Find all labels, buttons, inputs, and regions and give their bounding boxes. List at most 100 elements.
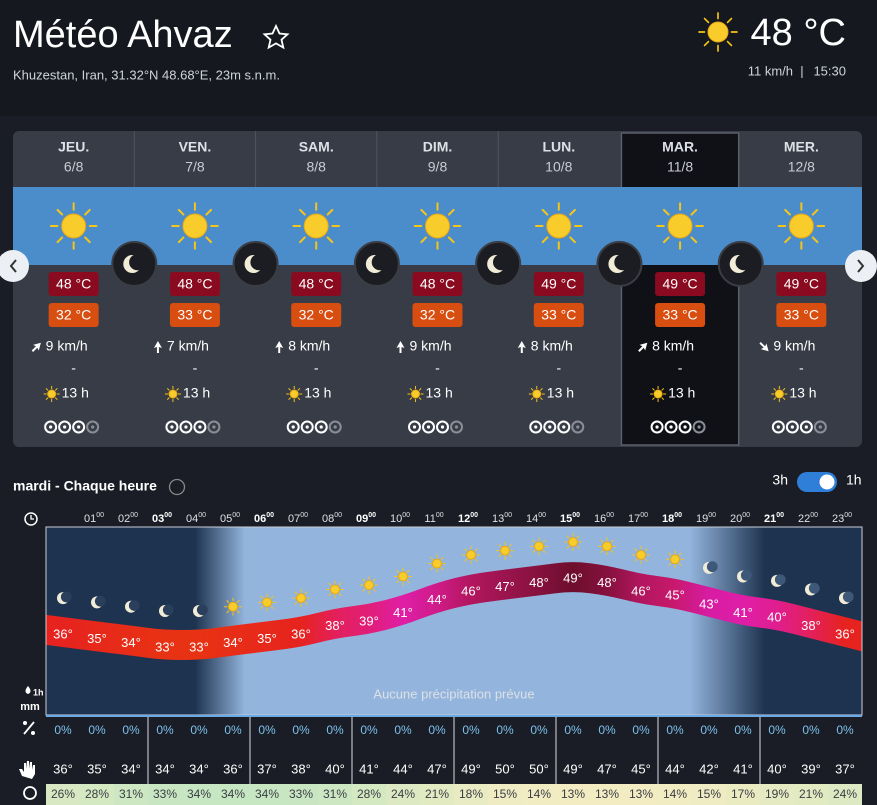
sun-disc (168, 389, 178, 399)
hand-icon (19, 761, 35, 779)
toggle-3h[interactable]: 3h (772, 472, 788, 488)
hour-temp: 45° (665, 588, 685, 603)
humidity: 13% (629, 787, 653, 801)
sun-ray (773, 397, 777, 400)
precip-prob: 0% (564, 723, 582, 737)
sun-ray (644, 558, 648, 562)
hour-temp: 43° (699, 596, 719, 611)
predictability-dot (669, 425, 673, 429)
toggle-1h[interactable]: 1h (846, 472, 862, 488)
hour-label: 1900 (696, 512, 716, 525)
humidity: 21% (425, 787, 449, 801)
favorite-star[interactable] (262, 23, 290, 50)
precip-prob: 0% (836, 723, 854, 737)
hour-sun (359, 576, 379, 595)
temperature-band (46, 562, 862, 660)
min-badge (169, 303, 220, 327)
arrow-shape (275, 341, 284, 353)
wind-arrow (31, 342, 41, 352)
humidity-cell (114, 784, 148, 805)
day-wind: 7 km/h (167, 338, 209, 354)
hour-moon (839, 591, 854, 605)
humidity-cell (556, 784, 590, 805)
minutes: 00 (674, 512, 682, 519)
sun-ray (326, 236, 334, 244)
sun-ray (362, 588, 366, 592)
sun-disc (667, 213, 693, 239)
nav-button[interactable] (0, 250, 29, 282)
sun-disc (707, 21, 729, 43)
minutes: 00 (232, 512, 240, 519)
wind-arrow (638, 342, 648, 352)
precip-prob: 0% (666, 723, 684, 737)
help-icon[interactable] (168, 478, 186, 496)
sun-disc (653, 389, 663, 399)
sun-ray (542, 550, 546, 553)
precip-period: 1h (33, 687, 44, 697)
predictability (771, 420, 785, 434)
sun-ray (652, 397, 655, 400)
sun-disc (398, 571, 408, 582)
humidity-cell (250, 784, 284, 805)
predictability (408, 420, 421, 434)
humidity-cell (46, 784, 80, 805)
sun-disc (228, 601, 238, 612)
predictability-dot (440, 425, 445, 429)
minutes: 00 (572, 512, 580, 519)
hour: 08 (322, 513, 334, 525)
humidity-cell (420, 784, 454, 805)
predictability-dot (790, 425, 794, 429)
day-date: 6/8 (64, 159, 84, 175)
sun-ray (447, 208, 455, 216)
hour: 05 (220, 513, 232, 525)
predictability-dot (562, 425, 566, 429)
humidity: 15% (697, 787, 721, 801)
day-sun (413, 202, 462, 250)
predictability (543, 420, 557, 434)
max-badge (776, 272, 827, 296)
sun-ray (56, 208, 64, 216)
current-wind: 11 km/h (748, 63, 793, 78)
hour-label: 0700 (288, 512, 308, 525)
feels-like: 47° (597, 761, 617, 776)
sun-ray (226, 600, 230, 603)
predictability (86, 420, 100, 434)
moon-shadow (842, 591, 854, 603)
minutes: 00 (538, 512, 546, 519)
hour-temp: 46° (461, 583, 481, 598)
sun-ray (270, 606, 274, 609)
day-precip: - (71, 360, 76, 376)
sun-ray (644, 548, 648, 552)
max-badge (533, 272, 584, 296)
percent-dot (31, 731, 35, 735)
day-precip: - (193, 360, 198, 376)
sun-ray (532, 539, 536, 543)
nav-button[interactable] (845, 250, 877, 282)
sun-disc (330, 584, 340, 595)
min-temp: 32 °C (420, 307, 455, 323)
moon-shadow (614, 254, 631, 271)
hour-label: 1000 (390, 512, 410, 525)
sun-ray (177, 236, 185, 244)
predictability-dot (683, 425, 687, 429)
sun-ray (530, 397, 534, 400)
hour-temp: 33° (155, 639, 175, 654)
sun-ray (661, 388, 664, 391)
predictability-dot (305, 425, 309, 429)
hour-label: 0200 (118, 512, 138, 525)
hour-label: 1100 (424, 512, 443, 525)
moon-shadow (250, 254, 267, 271)
predictability-dot (576, 425, 580, 429)
feels-like: 40° (325, 761, 345, 776)
hour-temp: 34° (223, 635, 243, 650)
hour-sun (597, 537, 617, 556)
sun-disc (364, 580, 374, 591)
humidity-cell (318, 784, 352, 805)
hour-label: 2000 (730, 512, 750, 525)
sun-ray (542, 539, 546, 543)
max-badge (169, 272, 220, 296)
sun-small (43, 385, 60, 403)
sun-ray (396, 580, 400, 584)
sun-ray (811, 236, 819, 244)
humidity: 17% (731, 787, 755, 801)
